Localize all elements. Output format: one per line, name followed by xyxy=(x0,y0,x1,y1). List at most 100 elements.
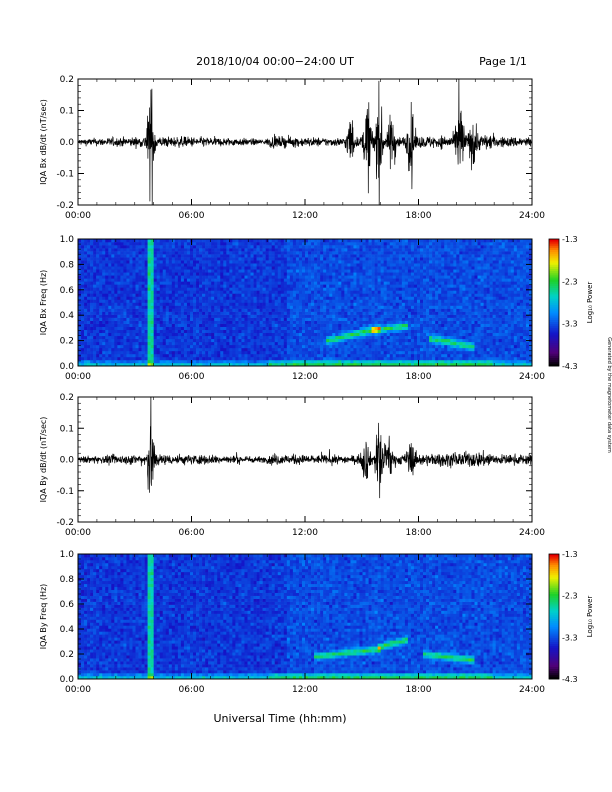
spectrogram-cell xyxy=(398,317,403,321)
spectrogram-cell xyxy=(404,344,409,349)
spectrogram-cell xyxy=(371,317,375,321)
spectrogram-cell xyxy=(407,263,412,267)
spectrogram-cell xyxy=(208,332,212,337)
spectrogram-cell xyxy=(395,353,400,358)
spectrogram-cell xyxy=(295,272,300,276)
spectrogram-cell xyxy=(159,284,164,288)
spectrogram-cell xyxy=(323,290,327,294)
spectrogram-cell xyxy=(359,248,363,252)
spectrogram-cell xyxy=(271,308,276,312)
spectrogram-cell xyxy=(268,347,273,352)
spectrogram-cell xyxy=(386,308,391,312)
spectrogram-cell xyxy=(341,281,345,285)
spectrogram-cell xyxy=(413,338,418,343)
spectrogram-cell xyxy=(401,290,406,294)
spectrogram-cell xyxy=(129,302,133,306)
spectrogram-cell xyxy=(150,350,154,355)
spectrogram-cell xyxy=(265,290,269,294)
spectrogram-cell xyxy=(268,356,273,361)
spectrogram-cell xyxy=(129,341,133,346)
spectrogram-cell xyxy=(407,284,412,288)
spectrogram-cell xyxy=(96,278,100,282)
spectrogram-cell xyxy=(426,317,430,321)
spectrogram-cell xyxy=(368,326,372,331)
spectrogram-cell xyxy=(84,338,88,343)
spectrogram-cell xyxy=(202,362,206,367)
spectrogram-cell xyxy=(311,269,315,273)
spectrogram-cell xyxy=(305,266,309,270)
spectrogram-cell xyxy=(262,239,266,243)
spectrogram-cell xyxy=(314,347,318,352)
spectrogram-cell xyxy=(413,275,418,279)
spectrogram-cell xyxy=(78,275,82,279)
spectrogram-cell xyxy=(123,263,127,267)
spectrogram-cell xyxy=(105,269,109,273)
spectrogram-cell xyxy=(232,326,236,331)
spectrogram-cell xyxy=(132,269,136,273)
spectrogram-cell xyxy=(308,341,312,346)
spectrogram-cell xyxy=(217,344,221,349)
spectrogram-cell xyxy=(410,332,415,337)
spectrogram-cell xyxy=(217,239,221,243)
spectrogram-cell xyxy=(186,293,191,297)
spectrogram-cell xyxy=(416,344,421,349)
spectrogram-cell xyxy=(120,296,124,300)
spectrogram-cell xyxy=(93,338,97,343)
spectrogram-cell xyxy=(380,344,384,349)
spectrogram-cell xyxy=(398,320,403,324)
spectrogram-cell xyxy=(398,272,403,276)
spectrogram-cell xyxy=(320,296,324,300)
spectrogram-cell xyxy=(223,272,227,276)
spectrogram-cell xyxy=(277,362,282,367)
spectrogram-cell xyxy=(256,362,260,367)
spectrogram-cell xyxy=(168,272,173,276)
spectrogram-cell xyxy=(271,314,276,318)
spectrogram-cell xyxy=(123,242,127,246)
spectrogram-cell xyxy=(159,308,164,312)
spectrogram-cell xyxy=(311,308,315,312)
spectrogram-cell xyxy=(162,293,167,297)
spectrogram-cell xyxy=(317,242,321,246)
spectrogram-cell xyxy=(317,257,321,261)
spectrogram-cell xyxy=(374,302,378,306)
spectrogram-cell xyxy=(380,329,384,334)
spectrogram-cell xyxy=(111,260,115,264)
spectrogram-cell xyxy=(78,296,82,300)
spectrogram-cell xyxy=(120,287,124,291)
spectrogram-cell xyxy=(253,338,257,343)
spectrogram-cell xyxy=(126,287,130,291)
spectrogram-cell xyxy=(220,356,224,361)
spectrogram-cell xyxy=(259,269,263,273)
spectrogram-cell xyxy=(244,251,248,255)
spectrogram-cell xyxy=(362,320,366,324)
spectrogram-cell xyxy=(90,326,94,331)
spectrogram-cell xyxy=(153,326,157,331)
spectrogram-cell xyxy=(398,266,403,270)
spectrogram-cell xyxy=(283,290,288,294)
spectrogram-cell xyxy=(111,359,115,364)
spectrogram-cell xyxy=(102,302,106,306)
spectrogram-cell xyxy=(217,326,221,331)
spectrogram-cell xyxy=(250,242,254,246)
spectrogram-cell xyxy=(356,242,360,246)
spectrogram-cell xyxy=(268,350,273,355)
spectrogram-cell xyxy=(359,281,363,285)
spectrogram-cell xyxy=(202,335,206,340)
spectrogram-cell xyxy=(114,284,118,288)
x-tick-label: 12:00 xyxy=(292,211,318,221)
spectrogram-cell xyxy=(350,305,354,309)
spectrogram-cell xyxy=(323,293,327,297)
spectrogram-cell xyxy=(247,278,251,282)
spectrogram-cell xyxy=(177,320,182,324)
spectrogram-cell xyxy=(289,350,294,355)
spectrogram-cell xyxy=(371,326,375,331)
spectrogram-cell xyxy=(404,296,409,300)
spectrogram-cell xyxy=(126,272,130,276)
spectrogram-cell xyxy=(308,281,312,285)
spectrogram-cell xyxy=(274,308,279,312)
spectrogram-cell xyxy=(305,332,309,337)
spectrogram-cell xyxy=(135,302,139,306)
spectrogram-cell xyxy=(401,341,406,346)
spectrogram-cell xyxy=(229,341,233,346)
spectrogram-cell xyxy=(416,353,421,358)
